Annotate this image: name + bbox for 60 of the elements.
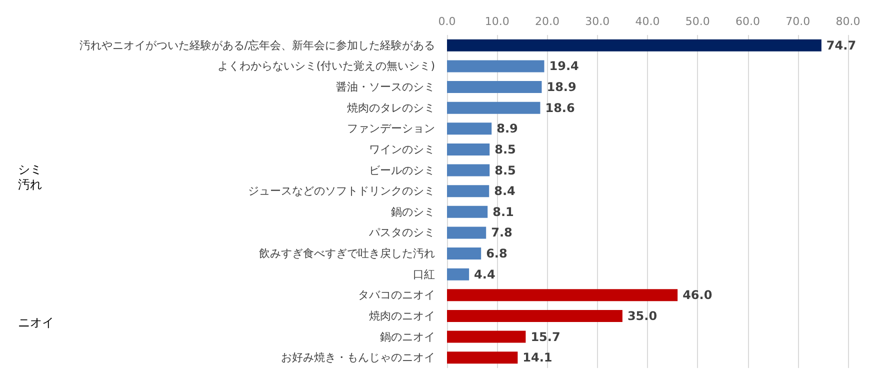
bar <box>447 352 518 364</box>
bar <box>447 60 544 72</box>
bar <box>447 226 486 239</box>
data-label: 14.1 <box>522 350 552 365</box>
x-tick-label: 40.0 <box>635 15 660 28</box>
data-label: 8.4 <box>494 184 516 198</box>
bar <box>447 330 526 343</box>
y-tick-label: 醤油・ソースのシミ <box>336 80 435 94</box>
x-tick-label: 0.0 <box>438 15 456 28</box>
y-tick-label: ビールのシミ <box>369 164 435 177</box>
bar <box>447 185 490 198</box>
y-tick-label: 飲みすぎ食べすぎで吐き戻した汚れ <box>259 247 435 260</box>
y-tick-label: 汚れやニオイがついた経験がある/忘年会、新年会に参加した経験がある <box>79 38 435 52</box>
y-tick-label: タバコのニオイ <box>358 288 435 302</box>
x-tick-label: 10.0 <box>484 15 510 28</box>
x-tick-label: 20.0 <box>535 15 560 28</box>
data-label: 18.9 <box>546 80 576 94</box>
data-label: 46.0 <box>682 288 712 302</box>
y-tick-label: お好み焼き・もんじゃのニオイ <box>281 351 435 364</box>
bar <box>447 248 482 260</box>
x-tick-label: 50.0 <box>685 15 710 28</box>
data-label: 15.7 <box>530 330 560 344</box>
y-tick-label: 口紅 <box>413 268 435 281</box>
y-tick-label: ファンデーション <box>347 122 435 136</box>
bar <box>447 102 540 114</box>
data-label: 8.5 <box>494 163 516 178</box>
y-tick-label: よくわからないシミ(付いた覚えの無いシミ) <box>217 60 435 73</box>
bar <box>447 39 822 52</box>
data-label: 35.0 <box>627 308 658 323</box>
y-tick-label: ワインのシミ <box>369 142 435 156</box>
y-tick-label: ジュースなどのソフトドリンクのシミ <box>248 184 435 198</box>
bar <box>447 143 490 156</box>
text: ニオイ <box>18 316 54 330</box>
bar <box>447 206 488 218</box>
data-label: 7.8 <box>491 226 512 240</box>
bar <box>447 310 622 322</box>
text: シミ <box>18 162 42 176</box>
bar <box>447 81 542 94</box>
bar <box>447 164 490 176</box>
data-label: 74.7 <box>826 38 856 52</box>
bar <box>447 289 678 302</box>
data-label: 19.4 <box>549 59 579 74</box>
y-tick-label: 鍋のニオイ <box>380 330 435 344</box>
data-label: 8.1 <box>492 204 514 219</box>
y-tick-label: 焼肉のタレのシミ <box>347 101 435 114</box>
y-tick-label: 焼肉のニオイ <box>369 309 435 322</box>
bar <box>447 122 492 135</box>
x-tick-label: 80.0 <box>836 15 860 28</box>
y-tick-label: 鍋のシミ <box>391 205 435 218</box>
text: 汚れ <box>18 178 42 192</box>
x-tick-label: 30.0 <box>585 15 610 28</box>
x-tick-label: 60.0 <box>736 15 760 28</box>
x-tick-label: 70.0 <box>786 15 810 28</box>
data-label: 6.8 <box>486 246 508 261</box>
data-label: 8.5 <box>494 142 516 156</box>
y-tick-label: パスタのシミ <box>368 226 435 240</box>
data-label: 4.4 <box>474 267 496 282</box>
data-label: 8.9 <box>496 122 518 136</box>
data-label: 18.6 <box>545 100 575 115</box>
bar <box>447 268 470 280</box>
